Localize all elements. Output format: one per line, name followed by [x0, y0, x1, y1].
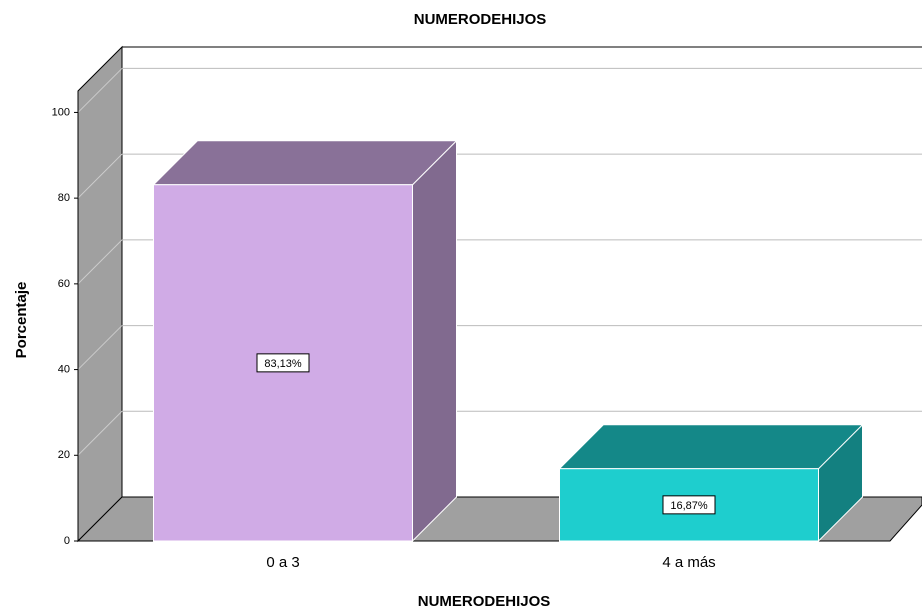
grid-line — [77, 153, 123, 199]
grid-line — [77, 410, 123, 456]
y-tick-label: 100 — [52, 106, 70, 118]
bar-top — [558, 424, 864, 470]
y-tick-label: 60 — [58, 278, 70, 290]
bar-top — [152, 140, 458, 186]
y-axis-label: Porcentaje — [13, 282, 30, 359]
value-label-box — [256, 353, 310, 373]
bar — [558, 423, 864, 543]
chart-title: NUMERODEHIJOS — [414, 11, 547, 28]
y-tick-label: 0 — [64, 535, 70, 547]
bar — [152, 139, 458, 543]
value-label-box — [662, 495, 716, 515]
value-label: 16,87% — [670, 500, 708, 512]
y-tick-label: 20 — [58, 449, 70, 461]
grid-line — [77, 68, 123, 113]
left-wall — [77, 45, 123, 543]
x-axis-label: NUMERODEHIJOS — [418, 593, 551, 610]
value-label: 83,13% — [264, 358, 302, 370]
bar-side — [412, 139, 457, 543]
grid-line — [77, 325, 123, 370]
grid-line — [77, 239, 123, 285]
x-tick-label: 0 a 3 — [266, 554, 299, 571]
y-tick-label: 80 — [58, 192, 70, 204]
y-tick-label: 40 — [58, 363, 70, 375]
x-tick-label: 4 a más — [662, 554, 715, 571]
